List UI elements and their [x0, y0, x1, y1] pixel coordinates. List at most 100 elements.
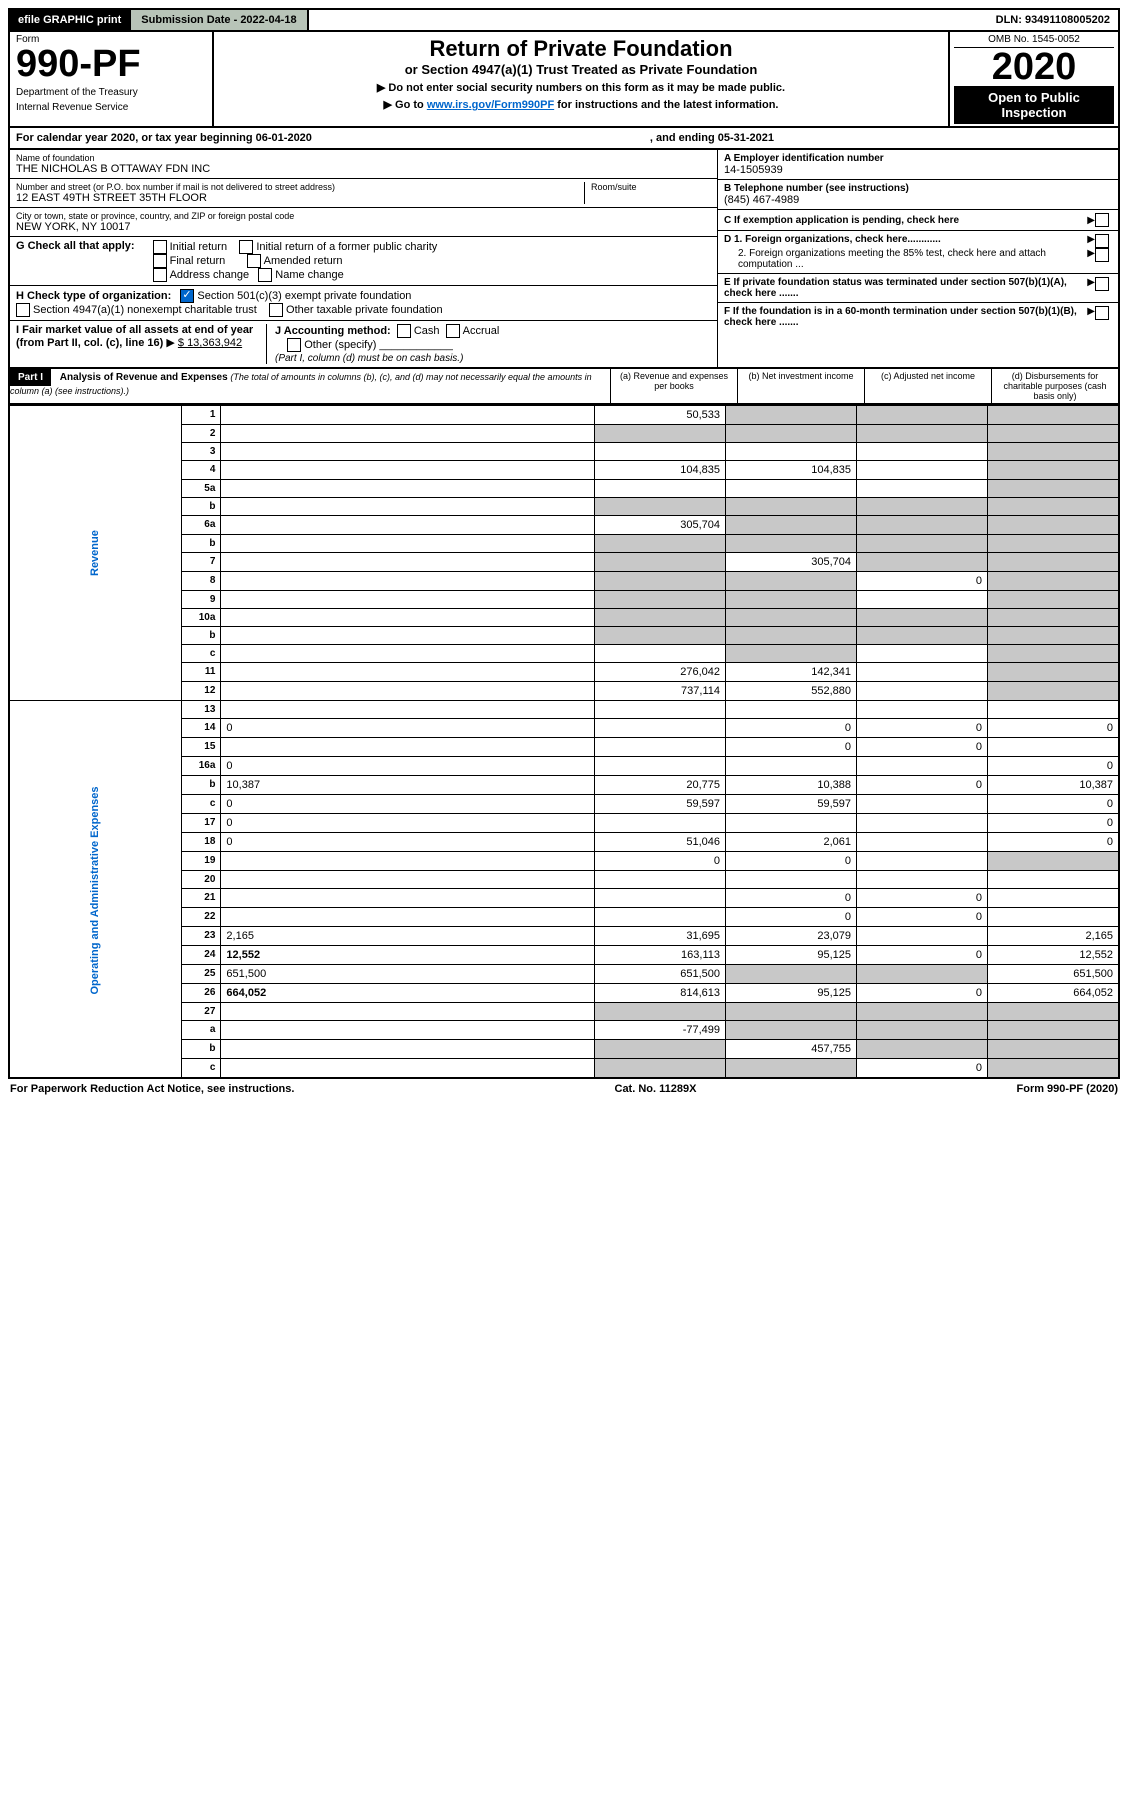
line-number: 6a	[182, 516, 221, 535]
form-title: Return of Private Foundation	[222, 36, 940, 62]
value-cell: 0	[726, 908, 857, 927]
accrual-checkbox[interactable]	[446, 324, 460, 338]
value-cell: 0	[988, 757, 1120, 776]
value-cell	[857, 682, 988, 701]
line-number: 14	[182, 719, 221, 738]
value-cell	[726, 757, 857, 776]
foundation-city: NEW YORK, NY 10017	[16, 221, 711, 233]
value-cell: 276,042	[595, 663, 726, 682]
e-label: E If private foundation status was termi…	[724, 277, 1087, 299]
value-cell	[857, 591, 988, 609]
line-description	[221, 645, 595, 663]
year-box: OMB No. 1545-0052 2020 Open to Public In…	[948, 32, 1118, 126]
line-number: 1	[182, 406, 221, 425]
value-cell	[726, 814, 857, 833]
line-description	[221, 738, 595, 757]
value-cell	[988, 461, 1120, 480]
value-cell	[988, 1003, 1120, 1021]
line-number: 27	[182, 1003, 221, 1021]
value-cell: 0	[857, 984, 988, 1003]
name-change-checkbox[interactable]	[258, 268, 272, 282]
room-label: Room/suite	[591, 182, 711, 192]
foreign-85-checkbox[interactable]	[1095, 248, 1109, 262]
initial-public-checkbox[interactable]	[239, 240, 253, 254]
ein-label: A Employer identification number	[724, 153, 1112, 164]
line-description	[221, 553, 595, 572]
value-cell: 0	[988, 719, 1120, 738]
name-label: Name of foundation	[16, 153, 711, 163]
value-cell: 20,775	[595, 776, 726, 795]
address-change-checkbox[interactable]	[153, 268, 167, 282]
value-cell	[857, 757, 988, 776]
line-number: c	[182, 645, 221, 663]
value-cell	[857, 553, 988, 572]
value-cell: 0	[988, 814, 1120, 833]
value-cell: 0	[726, 738, 857, 757]
line-number: 19	[182, 852, 221, 871]
value-cell	[857, 814, 988, 833]
efile-label[interactable]: efile GRAPHIC print	[10, 10, 129, 30]
paperwork-notice: For Paperwork Reduction Act Notice, see …	[10, 1083, 294, 1095]
60-month-checkbox[interactable]	[1095, 306, 1109, 320]
value-cell	[857, 645, 988, 663]
value-cell: 814,613	[595, 984, 726, 1003]
line-number: 3	[182, 443, 221, 461]
status-terminated-checkbox[interactable]	[1095, 277, 1109, 291]
exemption-pending-checkbox[interactable]	[1095, 213, 1109, 227]
initial-return-checkbox[interactable]	[153, 240, 167, 254]
form-footer: Form 990-PF (2020)	[1017, 1083, 1118, 1095]
value-cell	[988, 591, 1120, 609]
value-cell	[988, 406, 1120, 425]
final-return-checkbox[interactable]	[153, 254, 167, 268]
value-cell: 95,125	[726, 946, 857, 965]
value-cell	[857, 795, 988, 814]
irs-link[interactable]: www.irs.gov/Form990PF	[427, 99, 554, 111]
value-cell	[988, 682, 1120, 701]
line-number: 13	[182, 701, 221, 719]
line-number: 17	[182, 814, 221, 833]
part1-header-row: Part I Analysis of Revenue and Expenses …	[8, 369, 1120, 405]
line-number: 20	[182, 871, 221, 889]
value-cell	[988, 738, 1120, 757]
line-number: 7	[182, 553, 221, 572]
line-description: 0	[221, 833, 595, 852]
value-cell	[595, 645, 726, 663]
other-taxable-checkbox[interactable]	[269, 303, 283, 317]
line-number: 23	[182, 927, 221, 946]
value-cell	[988, 1021, 1120, 1040]
line-description	[221, 516, 595, 535]
value-cell	[595, 889, 726, 908]
line-description: 664,052	[221, 984, 595, 1003]
value-cell: 0	[726, 889, 857, 908]
value-cell	[857, 535, 988, 553]
form-header: Form 990-PF Department of the Treasury I…	[8, 32, 1120, 128]
foreign-org-checkbox[interactable]	[1095, 234, 1109, 248]
line-number: b	[182, 776, 221, 795]
value-cell	[595, 609, 726, 627]
501c3-checkbox[interactable]	[180, 289, 194, 303]
form-number: 990-PF	[16, 45, 206, 83]
value-cell: 0	[595, 852, 726, 871]
phone-label: B Telephone number (see instructions)	[724, 183, 1112, 194]
cash-checkbox[interactable]	[397, 324, 411, 338]
part1-title: Analysis of Revenue and Expenses	[60, 372, 228, 383]
value-cell	[988, 516, 1120, 535]
expenses-side-label: Operating and Administrative Expenses	[9, 701, 182, 1079]
amended-return-checkbox[interactable]	[247, 254, 261, 268]
value-cell: 10,388	[726, 776, 857, 795]
value-cell	[988, 425, 1120, 443]
col-c-header: (c) Adjusted net income	[864, 369, 991, 403]
4947-checkbox[interactable]	[16, 303, 30, 317]
value-cell	[857, 927, 988, 946]
c-label: C If exemption application is pending, c…	[724, 215, 1087, 226]
top-bar: efile GRAPHIC print Submission Date - 20…	[8, 8, 1120, 32]
value-cell	[595, 701, 726, 719]
line-number: 10a	[182, 609, 221, 627]
value-cell	[988, 1040, 1120, 1059]
other-method-checkbox[interactable]	[287, 338, 301, 352]
dept-irs: Internal Revenue Service	[16, 102, 206, 113]
value-cell: 0	[857, 908, 988, 927]
line-number: b	[182, 498, 221, 516]
value-cell	[726, 535, 857, 553]
value-cell	[595, 443, 726, 461]
